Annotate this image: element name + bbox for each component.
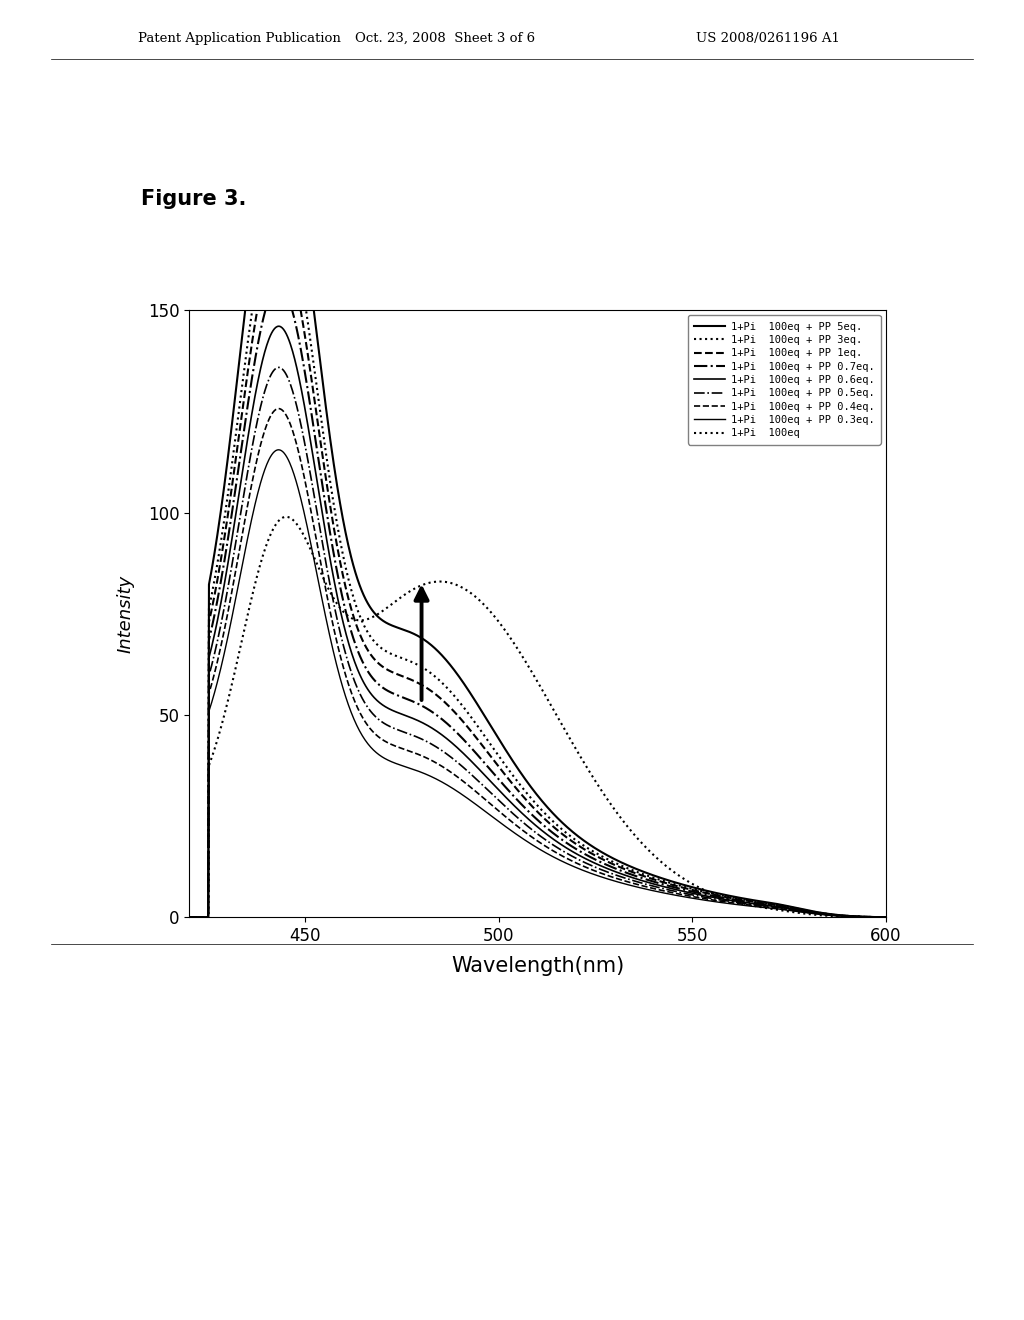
Text: Oct. 23, 2008  Sheet 3 of 6: Oct. 23, 2008 Sheet 3 of 6 [355, 32, 536, 45]
Y-axis label: Intensity: Intensity [116, 574, 134, 653]
Legend: 1+Pi  100eq + PP 5eq., 1+Pi  100eq + PP 3eq., 1+Pi  100eq + PP 1eq., 1+Pi  100eq: 1+Pi 100eq + PP 5eq., 1+Pi 100eq + PP 3e… [688, 315, 881, 445]
Text: Patent Application Publication: Patent Application Publication [138, 32, 341, 45]
Text: Figure 3.: Figure 3. [141, 189, 247, 209]
X-axis label: Wavelength(nm): Wavelength(nm) [451, 956, 625, 977]
Text: US 2008/0261196 A1: US 2008/0261196 A1 [696, 32, 841, 45]
